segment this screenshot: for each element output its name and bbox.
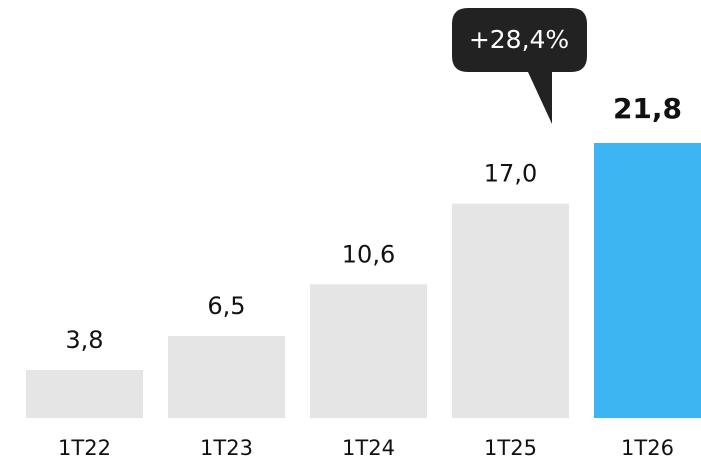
callout-bubble [452,8,587,124]
x-tick-label: 1T26 [621,436,674,460]
x-tick-label: 1T23 [200,436,253,460]
x-tick-label: 1T24 [342,436,395,460]
bar [452,203,569,418]
value-label: 21,8 [613,92,682,125]
bar [310,284,427,418]
x-tick-label: 1T22 [58,436,111,460]
bar [26,370,143,418]
value-label: 17,0 [484,160,537,188]
value-label: 6,5 [207,292,245,320]
bar [168,336,285,418]
callout-text: +28,4% [469,25,569,54]
value-label: 10,6 [342,240,395,268]
bar [594,143,701,418]
value-label: 3,8 [65,326,103,354]
x-tick-label: 1T25 [484,436,537,460]
